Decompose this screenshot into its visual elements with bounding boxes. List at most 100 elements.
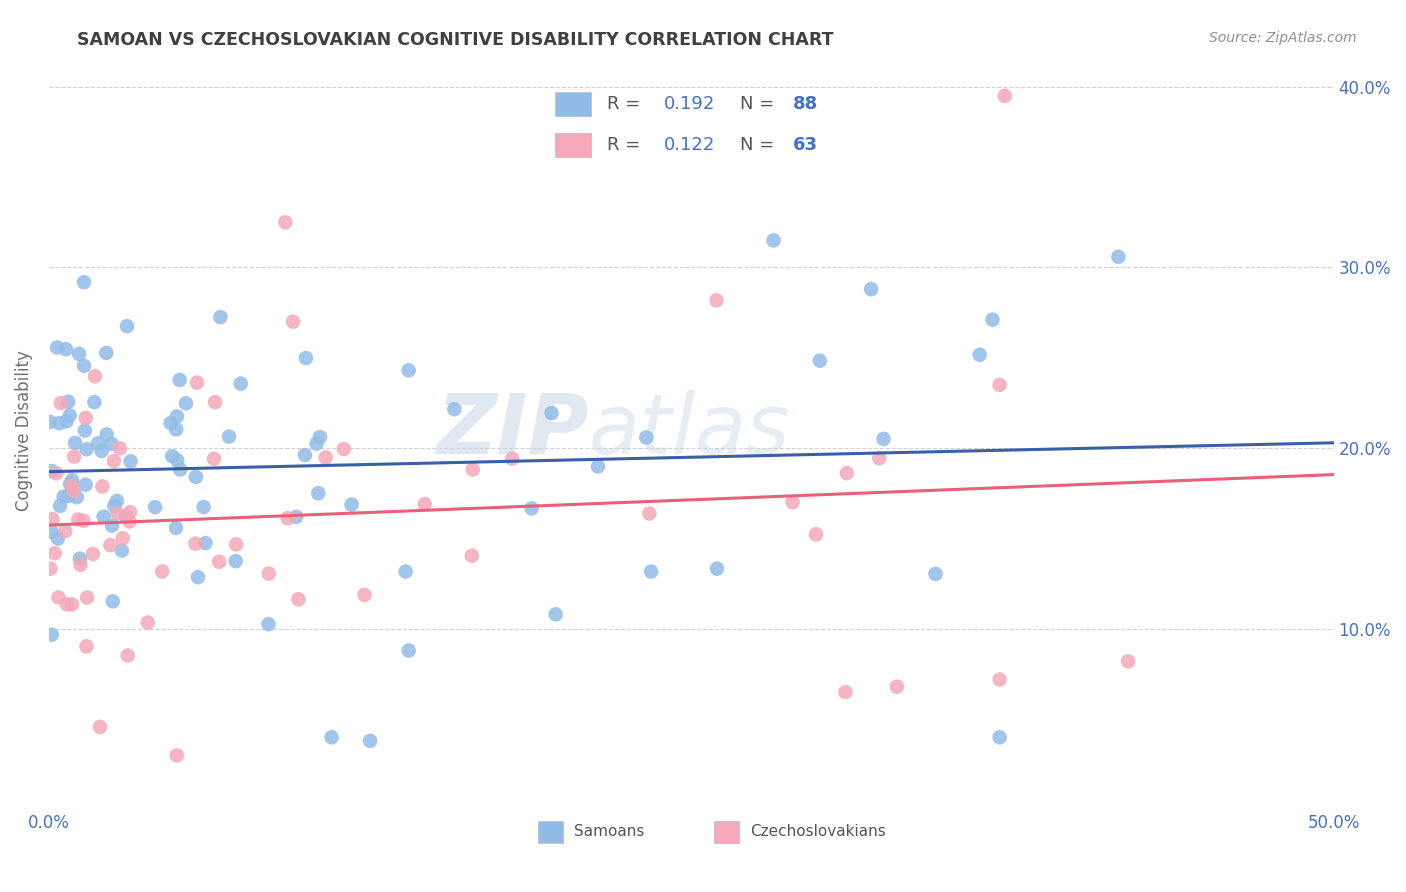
Point bbox=[225, 554, 247, 568]
Point bbox=[193, 500, 215, 514]
Text: N =: N = bbox=[740, 136, 779, 153]
Point bbox=[994, 88, 1017, 103]
Point bbox=[208, 555, 231, 569]
Text: 0.192: 0.192 bbox=[664, 95, 714, 113]
Point bbox=[60, 597, 83, 611]
Point bbox=[55, 414, 77, 428]
Point bbox=[868, 451, 890, 466]
Point bbox=[60, 473, 83, 487]
Point bbox=[115, 509, 138, 524]
Point bbox=[804, 527, 827, 541]
Point bbox=[90, 444, 112, 458]
Point bbox=[461, 549, 484, 563]
Point bbox=[413, 497, 436, 511]
Point bbox=[98, 538, 121, 552]
Point bbox=[1107, 250, 1129, 264]
Point bbox=[969, 348, 991, 362]
Point bbox=[53, 524, 76, 538]
Point bbox=[111, 531, 134, 545]
Point bbox=[461, 462, 484, 476]
Point bbox=[886, 680, 908, 694]
Point bbox=[281, 315, 304, 329]
Point bbox=[69, 551, 91, 566]
Point bbox=[321, 731, 343, 745]
Point bbox=[638, 507, 661, 521]
Text: 88: 88 bbox=[793, 95, 818, 113]
Point bbox=[194, 536, 217, 550]
Point bbox=[166, 453, 188, 467]
Point bbox=[443, 402, 465, 417]
Point bbox=[169, 462, 191, 476]
Point bbox=[165, 422, 187, 436]
Point bbox=[184, 537, 207, 551]
Point bbox=[75, 411, 97, 425]
Point bbox=[333, 442, 356, 456]
Point bbox=[69, 558, 91, 572]
Point bbox=[48, 416, 70, 430]
Point bbox=[52, 490, 75, 504]
Point bbox=[394, 565, 416, 579]
Point bbox=[41, 628, 63, 642]
Point bbox=[84, 369, 107, 384]
Point bbox=[59, 477, 82, 491]
Y-axis label: Cognitive Disability: Cognitive Disability bbox=[15, 350, 32, 510]
Point bbox=[1116, 654, 1139, 668]
Point bbox=[118, 505, 141, 519]
Point bbox=[165, 521, 187, 535]
Point bbox=[285, 509, 308, 524]
Point bbox=[105, 494, 128, 508]
Point bbox=[45, 467, 67, 481]
Point bbox=[706, 562, 728, 576]
Point bbox=[398, 363, 420, 377]
Point bbox=[75, 477, 97, 491]
Point bbox=[166, 748, 188, 763]
Point bbox=[988, 378, 1011, 392]
Point bbox=[706, 293, 728, 308]
Point bbox=[67, 347, 90, 361]
Text: N =: N = bbox=[740, 95, 779, 113]
Point bbox=[359, 734, 381, 748]
Point bbox=[184, 470, 207, 484]
Point bbox=[41, 524, 63, 539]
Point bbox=[41, 512, 63, 526]
Point bbox=[187, 570, 209, 584]
Point bbox=[160, 449, 183, 463]
Point bbox=[225, 537, 247, 551]
Point bbox=[117, 648, 139, 663]
Point bbox=[83, 395, 105, 409]
Point bbox=[636, 430, 658, 444]
Point bbox=[808, 353, 831, 368]
Point bbox=[353, 588, 375, 602]
Point bbox=[49, 396, 72, 410]
Point bbox=[73, 275, 96, 289]
Point bbox=[209, 310, 232, 324]
Point bbox=[988, 673, 1011, 687]
Point bbox=[860, 282, 883, 296]
Point bbox=[204, 395, 226, 409]
FancyBboxPatch shape bbox=[554, 133, 591, 157]
Point bbox=[143, 500, 166, 514]
Point bbox=[46, 341, 69, 355]
Point bbox=[91, 479, 114, 493]
Point bbox=[73, 424, 96, 438]
Point bbox=[56, 597, 79, 611]
Point bbox=[72, 514, 94, 528]
Point bbox=[315, 450, 337, 465]
Text: R =: R = bbox=[607, 95, 647, 113]
Point bbox=[136, 615, 159, 630]
Point bbox=[295, 351, 318, 365]
Point bbox=[89, 720, 111, 734]
Point bbox=[782, 495, 804, 509]
Point bbox=[586, 459, 609, 474]
Text: 63: 63 bbox=[793, 136, 817, 153]
Point bbox=[103, 499, 125, 513]
Point bbox=[150, 565, 173, 579]
Point bbox=[39, 415, 62, 429]
Point bbox=[257, 617, 280, 632]
Point bbox=[520, 501, 543, 516]
Text: SAMOAN VS CZECHOSLOVAKIAN COGNITIVE DISABILITY CORRELATION CHART: SAMOAN VS CZECHOSLOVAKIAN COGNITIVE DISA… bbox=[77, 31, 834, 49]
Point bbox=[762, 234, 785, 248]
Point bbox=[93, 509, 115, 524]
Point bbox=[981, 312, 1004, 326]
Text: Samoans: Samoans bbox=[575, 824, 645, 839]
